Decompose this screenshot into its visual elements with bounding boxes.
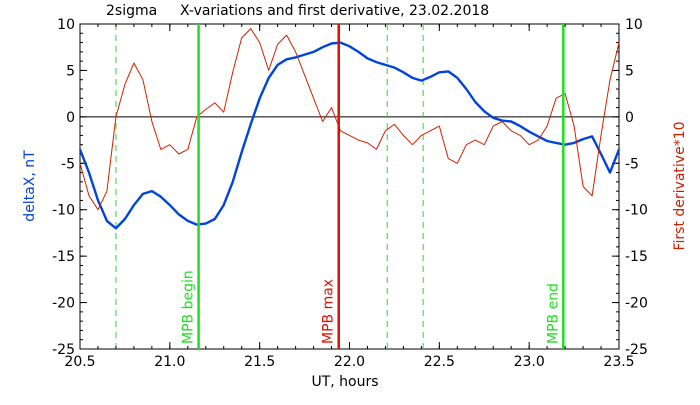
y-right-tick-label: -25 <box>625 342 648 358</box>
plot-frame <box>79 23 620 350</box>
y-left-tick-label: -25 <box>52 342 75 358</box>
x-tick-label: 22.0 <box>334 354 365 370</box>
deltax-series-line <box>78 41 621 230</box>
x-tick-label: 23.0 <box>514 354 545 370</box>
marker-label: MPB max <box>321 279 337 344</box>
x-tick-label: 20.5 <box>64 354 95 370</box>
x-tick-label: 21.0 <box>154 354 185 370</box>
y-left-tick-label: -15 <box>52 249 75 265</box>
marker-label: MPB end <box>545 283 561 344</box>
x-axis-label: UT, hours <box>311 374 378 390</box>
y-right-tick-label: -10 <box>625 203 648 219</box>
chart-subtitle: 2sigma <box>106 3 157 19</box>
x-tick-label: 22.5 <box>424 354 455 370</box>
y-right-tick-label: 10 <box>625 17 643 33</box>
derivative-series-line <box>79 28 620 211</box>
marker-label: MPB begin <box>181 270 197 344</box>
y-right-tick-label: 5 <box>625 63 634 79</box>
chart-title: X-variations and first derivative, 23.02… <box>180 3 489 19</box>
y-right-tick-label: -5 <box>625 156 639 172</box>
y-right-tick-label: -15 <box>625 249 648 265</box>
y-left-tick-label: -20 <box>52 296 75 312</box>
x-tick-label: 23.5 <box>603 354 634 370</box>
y-left-tick-label: 10 <box>57 17 75 33</box>
x-tick-label: 21.5 <box>244 354 275 370</box>
y-right-tick-label: 0 <box>625 110 634 126</box>
y-axis-label-right: First derivative*10 <box>672 121 688 250</box>
y-left-tick-label: -10 <box>52 203 75 219</box>
y-axis-label-left: deltaX, nT <box>22 150 38 222</box>
y-left-tick-label: 0 <box>66 110 75 126</box>
y-right-tick-label: -20 <box>625 296 648 312</box>
y-left-tick-label: 5 <box>66 63 75 79</box>
y-left-tick-label: -5 <box>61 156 75 172</box>
